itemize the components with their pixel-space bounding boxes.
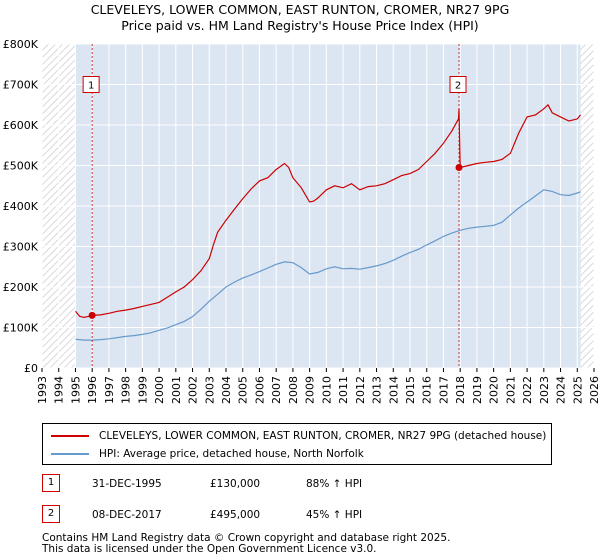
y-tick-label: £0	[24, 362, 38, 375]
transaction-marker: 1	[42, 474, 60, 492]
footer-licence: This data is licensed under the Open Gov…	[42, 543, 377, 555]
x-tick-label: 2011	[337, 376, 350, 404]
x-tick-label: 2007	[270, 376, 283, 404]
x-tick-label: 1995	[69, 376, 82, 404]
y-tick-label: £800K	[3, 38, 39, 51]
x-tick-label: 1997	[103, 376, 116, 404]
x-tick-label: 1996	[86, 376, 99, 404]
transaction-date: 08-DEC-2017	[92, 509, 162, 521]
x-tick-label: 2000	[153, 376, 166, 404]
sale-point	[455, 164, 463, 172]
y-tick-label: £400K	[3, 200, 39, 213]
x-tick-label: 2010	[320, 376, 333, 404]
x-tick-label: 2021	[504, 376, 517, 404]
sale-marker-label: 1	[88, 81, 94, 92]
x-tick-label: 2001	[170, 376, 183, 404]
sale-marker-box	[82, 76, 100, 93]
x-tick-label: 2025	[571, 376, 584, 404]
x-tick-label: 1999	[136, 376, 149, 404]
x-tick-label: 2016	[421, 376, 434, 404]
x-tick-label: 2018	[454, 376, 467, 404]
x-tick-label: 2003	[203, 376, 216, 404]
sale-point	[88, 311, 96, 319]
transaction-marker: 2	[42, 505, 60, 523]
property-series-line	[75, 103, 582, 319]
price-chart: £0 £100K £200K £300K £400K £500K £600K £700K £80…	[3, 38, 600, 404]
x-tick-label: 2002	[187, 376, 200, 404]
chart-subtitle: Price paid vs. HM Land Registry's House …	[121, 18, 479, 33]
x-tick-label: 1993	[36, 376, 49, 404]
x-tick-label: 2012	[354, 376, 367, 404]
legend-hpi-swatch	[51, 453, 89, 455]
x-tick-label: 2015	[404, 376, 417, 404]
y-tick-label: £600K	[3, 119, 39, 132]
legend-hpi-label: HPI: Average price, detached house, Nort…	[99, 448, 364, 460]
chart-title: CLEVELEYS, LOWER COMMON, EAST RUNTON, CR…	[90, 2, 510, 17]
x-tick-label: 2023	[538, 376, 551, 404]
sale-marker-box	[449, 76, 467, 93]
x-tick-label: 2022	[521, 376, 534, 404]
legend-property-label: CLEVELEYS, LOWER COMMON, EAST RUNTON, CR…	[99, 430, 547, 442]
x-tick-label: 2008	[287, 376, 300, 404]
x-tick-label: 2024	[555, 376, 568, 404]
x-tick-label: 2013	[371, 376, 384, 404]
legend-property-swatch	[51, 435, 89, 437]
y-tick-label: £200K	[3, 281, 39, 294]
x-tick-label: 2004	[220, 376, 233, 404]
transaction-date: 31-DEC-1995	[92, 478, 162, 490]
y-tick-label: £300K	[3, 241, 39, 254]
x-tick-label: 2014	[387, 376, 400, 404]
x-tick-label: 2006	[253, 376, 266, 404]
x-tick-label: 1998	[120, 376, 133, 404]
x-tick-label: 2019	[471, 376, 484, 404]
transaction-hpi: 88% ↑ HPI	[306, 478, 363, 490]
x-tick-label: 2005	[237, 376, 250, 404]
sale-marker-label: 2	[455, 81, 461, 92]
y-tick-label: £100K	[3, 322, 39, 335]
transaction-price: £130,000	[210, 478, 261, 490]
y-tick-label: £500K	[3, 160, 39, 173]
y-tick-label: £700K	[3, 79, 39, 92]
footer-copyright: Contains HM Land Registry data © Crown c…	[42, 532, 451, 544]
x-tick-label: 2009	[304, 376, 317, 404]
transaction-price: £495,000	[210, 509, 261, 521]
x-tick-label: 2017	[437, 376, 450, 404]
transaction-hpi: 45% ↑ HPI	[306, 509, 363, 521]
chart-legend: CLEVELEYS, LOWER COMMON, EAST RUNTON, CR…	[42, 423, 552, 465]
x-tick-label: 2020	[488, 376, 501, 404]
hpi-series-line	[75, 189, 581, 341]
x-tick-label: 1994	[53, 376, 66, 404]
x-tick-label: 2026	[588, 376, 600, 404]
